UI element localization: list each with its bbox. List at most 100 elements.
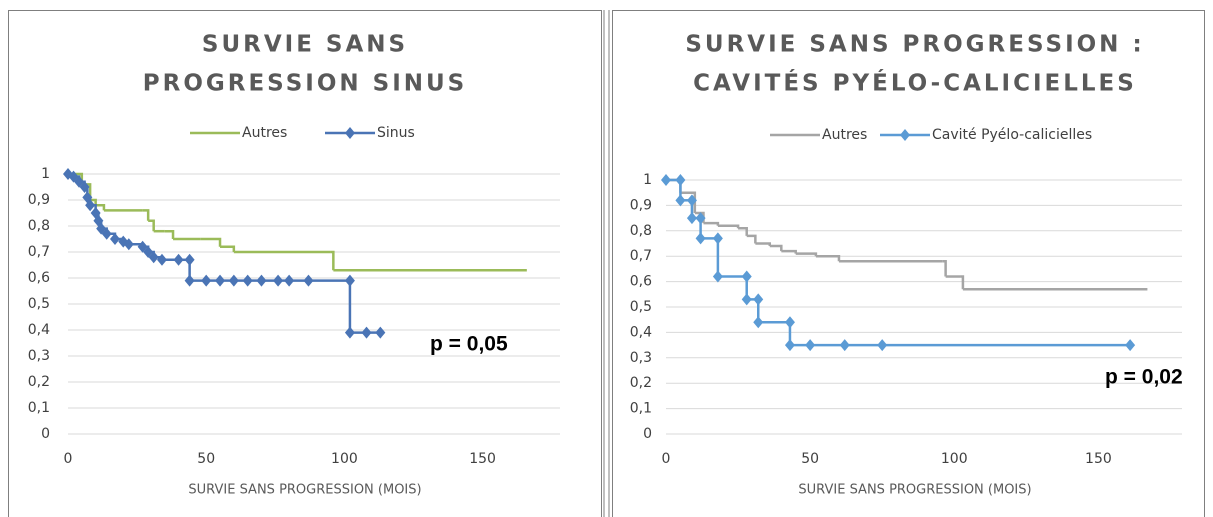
y-tick-label: 0,2	[28, 374, 50, 390]
line-segment	[746, 234, 757, 244]
marker	[109, 233, 120, 245]
line-segment	[960, 275, 965, 290]
y-tick-label: 0,9	[28, 192, 50, 208]
x-tick-label: 50	[197, 451, 215, 467]
marker	[345, 127, 355, 139]
marker	[695, 212, 706, 225]
marker	[284, 274, 295, 287]
x-tick-label: 0	[64, 451, 73, 467]
y-tick-label: 0,8	[28, 218, 50, 234]
line-segment	[815, 254, 841, 262]
y-tick-label: 0	[41, 426, 50, 442]
line-segment	[703, 221, 720, 226]
x-axis-label: SURVIE SANS PROGRESSION (MOIS)	[798, 483, 1031, 498]
marker	[712, 232, 723, 245]
marker	[156, 253, 167, 266]
marker	[123, 238, 134, 251]
marker	[753, 293, 764, 306]
y-tick-label: 0,2	[630, 375, 652, 391]
x-tick-label: 150	[469, 451, 496, 467]
line-segment	[330, 250, 335, 271]
marker	[900, 129, 910, 141]
marker	[741, 270, 752, 283]
marker	[201, 274, 212, 287]
chart-title: PROGRESSION SINUS	[143, 71, 468, 97]
annotation: p = 0,05	[430, 333, 508, 356]
marker	[675, 174, 686, 186]
marker	[101, 227, 112, 240]
line-segment	[148, 219, 155, 232]
line-segment	[738, 227, 748, 236]
line-segment	[164, 229, 175, 239]
marker	[148, 251, 159, 264]
legend-label: Autres	[242, 125, 287, 141]
marker	[784, 316, 795, 329]
y-tick-label: 0,4	[28, 322, 50, 338]
legend-label: Cavité Pyélo-calicielles	[932, 127, 1092, 143]
x-tick-label: 150	[1085, 451, 1112, 467]
marker	[273, 274, 284, 287]
marker	[753, 316, 764, 329]
y-tick-label: 0,1	[28, 400, 50, 416]
line-segment	[942, 260, 947, 277]
marker	[344, 274, 355, 287]
y-tick-label: 0,5	[28, 296, 50, 312]
marker	[79, 181, 90, 193]
x-tick-label: 50	[801, 451, 819, 467]
y-tick-label: 0,6	[630, 274, 652, 290]
y-tick-label: 0,7	[630, 248, 652, 264]
marker	[242, 274, 253, 287]
line-segment	[795, 252, 818, 257]
y-tick-label: 0,7	[28, 244, 50, 260]
line-segment	[680, 191, 697, 214]
marker	[303, 274, 314, 287]
annotation: p = 0,02	[1105, 366, 1183, 389]
marker	[173, 253, 184, 266]
marker	[375, 326, 386, 339]
x-tick-label: 100	[331, 451, 358, 467]
y-tick-label: 0	[643, 426, 652, 442]
chart-title: SURVIE SANS	[202, 32, 408, 58]
marker	[184, 274, 195, 287]
marker	[839, 339, 850, 352]
legend-label: Autres	[822, 127, 867, 143]
panel-border	[8, 10, 602, 517]
y-tick-label: 0,6	[28, 270, 50, 286]
y-tick-label: 0,3	[630, 350, 652, 366]
line-segment	[200, 237, 222, 247]
x-tick-label: 100	[941, 451, 968, 467]
marker	[675, 194, 686, 207]
y-tick-label: 0,3	[28, 348, 50, 364]
legend-label: Sinus	[377, 125, 415, 141]
y-tick-label: 1	[643, 172, 652, 188]
marker	[877, 339, 888, 352]
marker	[344, 326, 355, 339]
chart-title: SURVIE SANS PROGRESSION :	[685, 32, 1144, 58]
marker	[256, 274, 267, 287]
marker	[1125, 339, 1136, 352]
line-segment	[220, 245, 236, 252]
marker	[686, 212, 697, 225]
marker	[686, 194, 697, 207]
marker	[712, 270, 723, 283]
panel-border	[612, 10, 1205, 517]
y-tick-label: 0,8	[630, 223, 652, 239]
x-axis-label: SURVIE SANS PROGRESSION (MOIS)	[188, 483, 421, 498]
marker	[361, 326, 372, 339]
line-segment	[769, 244, 783, 252]
line-segment	[90, 198, 97, 206]
y-tick-label: 0,5	[630, 299, 652, 315]
marker	[784, 339, 795, 352]
marker	[695, 232, 706, 245]
marker	[741, 293, 752, 306]
marker	[184, 253, 195, 266]
y-tick-label: 1	[41, 166, 50, 182]
marker	[228, 274, 239, 287]
marker	[805, 339, 816, 352]
marker	[85, 199, 96, 212]
chart-title: CAVITÉS PYÉLO-CALICIELLES	[693, 69, 1137, 97]
line-segment	[142, 209, 150, 221]
y-tick-label: 0,9	[630, 197, 652, 213]
